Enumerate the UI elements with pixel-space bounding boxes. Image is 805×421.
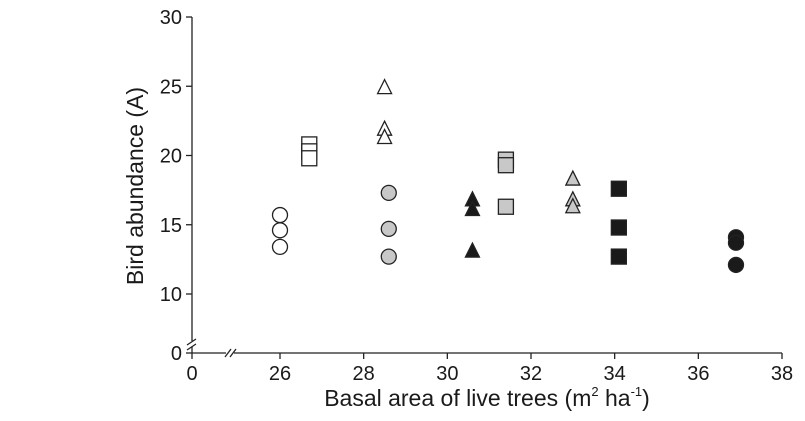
data-point-triangle-gray bbox=[564, 169, 581, 186]
data-point-circle-black bbox=[727, 256, 745, 274]
x-tick-label: 34 bbox=[604, 363, 626, 385]
y-tick-label: 15 bbox=[160, 215, 182, 237]
x-tick-label: 32 bbox=[520, 363, 542, 385]
data-point-square-gray bbox=[497, 157, 515, 174]
data-point-square-black bbox=[610, 180, 627, 197]
x-tick-label: 26 bbox=[269, 363, 291, 385]
y-axis-title: Bird abundance (A) bbox=[122, 87, 148, 285]
data-point-square-gray bbox=[497, 198, 515, 215]
y-tick-label: 10 bbox=[160, 284, 182, 306]
y-tick-label: 25 bbox=[160, 76, 182, 98]
data-point-square-black bbox=[610, 219, 627, 236]
y-axis-break-mark bbox=[186, 338, 197, 351]
x-tick-label: 30 bbox=[436, 363, 458, 385]
data-point-circle-gray bbox=[380, 248, 397, 265]
data-point-circle-black bbox=[727, 234, 745, 251]
data-point-square-black bbox=[610, 248, 627, 265]
data-point-triangle-black bbox=[464, 200, 481, 217]
x-tick-label: 36 bbox=[687, 363, 709, 385]
data-point-triangle-white bbox=[376, 128, 393, 145]
data-point-triangle-black bbox=[464, 241, 481, 258]
y-tick-label: 0 bbox=[171, 343, 182, 365]
y-tick-label: 20 bbox=[160, 146, 182, 168]
data-point-circle-white bbox=[271, 222, 289, 239]
x-axis-title: Basal area of live trees (m2 ha-1) bbox=[324, 384, 650, 411]
data-point-circle-gray bbox=[380, 220, 397, 238]
y-tick-label: 30 bbox=[160, 7, 182, 29]
data-point-circle-gray bbox=[380, 184, 397, 202]
y-ticks: 0 10 15 20 25 30 bbox=[160, 7, 192, 365]
x-tick-label: 0 bbox=[186, 363, 197, 385]
axes bbox=[186, 17, 782, 358]
data-point-circle-white bbox=[271, 206, 289, 224]
data-point-triangle-white bbox=[376, 78, 393, 95]
x-ticks: 0 26 28 30 32 34 36 38 bbox=[186, 353, 793, 385]
x-tick-label: 38 bbox=[771, 363, 793, 385]
x-tick-label: 28 bbox=[353, 363, 375, 385]
data-point-triangle-gray bbox=[564, 197, 581, 214]
data-point-circle-white bbox=[271, 238, 289, 256]
x-axis-break-mark bbox=[224, 348, 237, 358]
data-point-square-white bbox=[301, 150, 318, 167]
data-points bbox=[271, 78, 745, 274]
